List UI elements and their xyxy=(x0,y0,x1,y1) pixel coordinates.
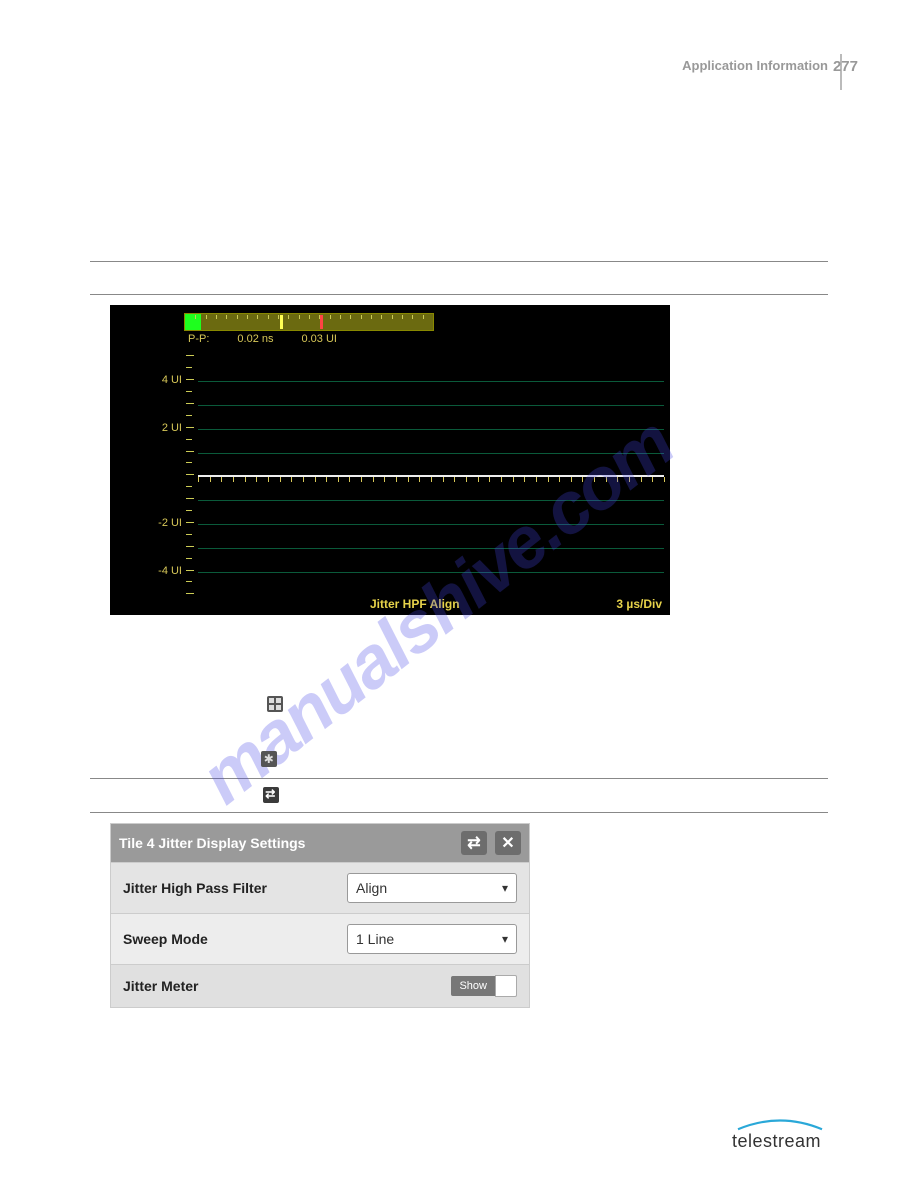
note-label: Note: xyxy=(90,270,140,285)
settings-panel: Tile 4 Jitter Display Settings ⇄ ✕ Jitte… xyxy=(110,823,530,1008)
meter-label: Jitter Meter xyxy=(123,978,198,994)
settings-intro: Open the Jitter Display Settings menu: xyxy=(90,662,828,681)
y-axis-label: -2 UI xyxy=(142,517,182,529)
meter-ui-value: 0.03 UI xyxy=(302,333,337,345)
step-text: Select the Tiles icon ( ). xyxy=(140,695,295,715)
panel-row-meter: Jitter Meter Show xyxy=(111,964,529,1007)
jitter-meter-bar xyxy=(184,313,434,331)
move-icon xyxy=(263,787,279,803)
page-title: Jitter Application xyxy=(90,150,828,182)
step-number: 1. xyxy=(110,695,128,715)
sweep-select[interactable]: 1 Line ▾ xyxy=(347,924,517,954)
requirement-note: Note: This application requires Option P… xyxy=(90,270,828,289)
step-2: 2. Select the tile with the Jitter Displ… xyxy=(110,723,828,743)
settings-heading: Jitter Display Settings Menu xyxy=(90,633,828,654)
meter-red-marker xyxy=(320,315,323,329)
panel-row-hpf: Jitter High Pass Filter Align ▾ xyxy=(111,862,529,913)
y-axis-label: 4 UI xyxy=(142,374,182,386)
header-block: Application Information Jitter Applicati… xyxy=(682,58,828,90)
sweep-value: 1 Line xyxy=(356,931,394,947)
chevron-down-icon: ▾ xyxy=(502,932,508,946)
logo-arc-icon xyxy=(732,1117,828,1131)
chevron-down-icon: ▾ xyxy=(502,881,508,895)
meter-yellow-marker xyxy=(280,315,283,329)
gear-icon xyxy=(261,751,277,767)
switch-knob xyxy=(495,975,517,997)
tiles-icon xyxy=(267,696,283,712)
panel-title: Tile 4 Jitter Display Settings xyxy=(119,835,305,851)
note-label: Note: xyxy=(90,787,140,802)
divider xyxy=(90,778,828,779)
jitter-scope-figure: P-P: 0.02 ns 0.03 UI 4 UI2 UI-2 UI-4 UI … xyxy=(90,305,828,615)
scope-footer-left: Jitter HPF Align xyxy=(370,597,460,611)
hpf-select[interactable]: Align ▾ xyxy=(347,873,517,903)
meter-ns-value: 0.02 ns xyxy=(237,333,273,345)
note-text: This application requires Option PHY. xyxy=(170,270,828,289)
move-icon-note: Note: The Move icon () is in the setting… xyxy=(90,787,828,806)
step-number: 2. xyxy=(110,723,128,743)
step-number: 3. xyxy=(110,750,128,770)
panel-header: Tile 4 Jitter Display Settings ⇄ ✕ xyxy=(111,824,529,862)
note-text: The Move icon () is in the settings menu… xyxy=(170,787,828,806)
header-page-number: 277 xyxy=(833,58,858,75)
y-axis-label: -4 UI xyxy=(142,565,182,577)
divider xyxy=(90,812,828,813)
jitter-meter: P-P: 0.02 ns 0.03 UI xyxy=(184,313,434,349)
step-text: Select the Tile icon ( ). xyxy=(140,750,288,770)
header-section: Application Information xyxy=(682,58,828,73)
step-text: Select the tile with the Jitter Display … xyxy=(140,723,414,743)
meter-green-indicator xyxy=(185,314,201,330)
settings-steps: 1. Select the Tiles icon ( ). 2. Select … xyxy=(110,695,828,770)
jitter-scope: P-P: 0.02 ns 0.03 UI 4 UI2 UI-2 UI-4 UI … xyxy=(110,305,670,615)
panel-row-sweep: Sweep Mode 1 Line ▾ xyxy=(111,913,529,964)
sweep-label: Sweep Mode xyxy=(123,931,208,947)
divider xyxy=(90,294,828,295)
intro-paragraph: The Jitter Display application shows the… xyxy=(90,190,828,247)
panel-close-button[interactable]: ✕ xyxy=(495,831,521,855)
scope-footer-right: 3 µs/Div xyxy=(616,597,662,611)
step-1: 1. Select the Tiles icon ( ). xyxy=(110,695,828,715)
meter-pp-label: P-P: xyxy=(188,333,209,345)
y-axis-label: 2 UI xyxy=(142,422,182,434)
logo-text: telestream xyxy=(732,1131,821,1151)
footer-doc-title: PRISM MPI2-25 and MPX2-25 SDI / IP Wavef… xyxy=(90,1140,438,1152)
hpf-value: Align xyxy=(356,880,387,896)
page-footer: PRISM MPI2-25 and MPX2-25 SDI / IP Wavef… xyxy=(90,1117,828,1152)
meter-caption: P-P: 0.02 ns 0.03 UI xyxy=(188,333,434,345)
switch-label: Show xyxy=(451,976,495,996)
divider xyxy=(90,261,828,262)
settings-panel-figure: Tile 4 Jitter Display Settings ⇄ ✕ Jitte… xyxy=(110,823,828,1008)
meter-switch[interactable]: Show xyxy=(451,975,517,997)
hpf-label: Jitter High Pass Filter xyxy=(123,880,267,896)
step-3: 3. Select the Tile icon ( ). xyxy=(110,750,828,770)
panel-move-button[interactable]: ⇄ xyxy=(461,831,487,855)
header-subsection: Jitter Application xyxy=(682,75,828,90)
telestream-logo: telestream xyxy=(732,1117,828,1152)
